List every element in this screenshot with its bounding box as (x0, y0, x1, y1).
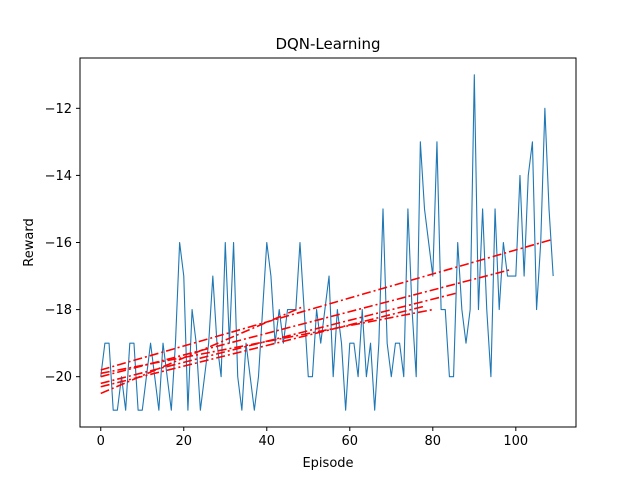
x-axis-ticks: 0 20 40 60 80 100 (97, 427, 528, 449)
y-tick-label: −18 (45, 303, 72, 318)
trend-line-4 (100, 268, 512, 378)
series-layer (100, 74, 554, 411)
trend-line-3 (100, 292, 458, 385)
plot-area (80, 58, 576, 427)
x-tick-label: 40 (259, 434, 276, 449)
x-tick-label: 100 (503, 434, 528, 449)
y-tick-label: −16 (45, 236, 72, 251)
x-axis-label: Episode (302, 456, 353, 471)
x-tick-label: 80 (425, 434, 442, 449)
y-axis-ticks: −20 −18 −16 −14 −12 (45, 102, 80, 385)
x-tick-label: 60 (342, 434, 359, 449)
y-axis-label: Reward (22, 218, 37, 266)
y-tick-label: −20 (45, 370, 72, 385)
reward-series-line (100, 74, 554, 411)
trend-line-6 (100, 308, 433, 375)
x-tick-label: 20 (175, 434, 192, 449)
trend-line-5 (100, 238, 554, 371)
y-tick-label: −12 (45, 102, 72, 117)
y-tick-label: −14 (45, 169, 72, 184)
x-tick-label: 0 (97, 434, 105, 449)
chart-title: DQN-Learning (275, 35, 380, 53)
trend-line-2 (100, 305, 425, 388)
